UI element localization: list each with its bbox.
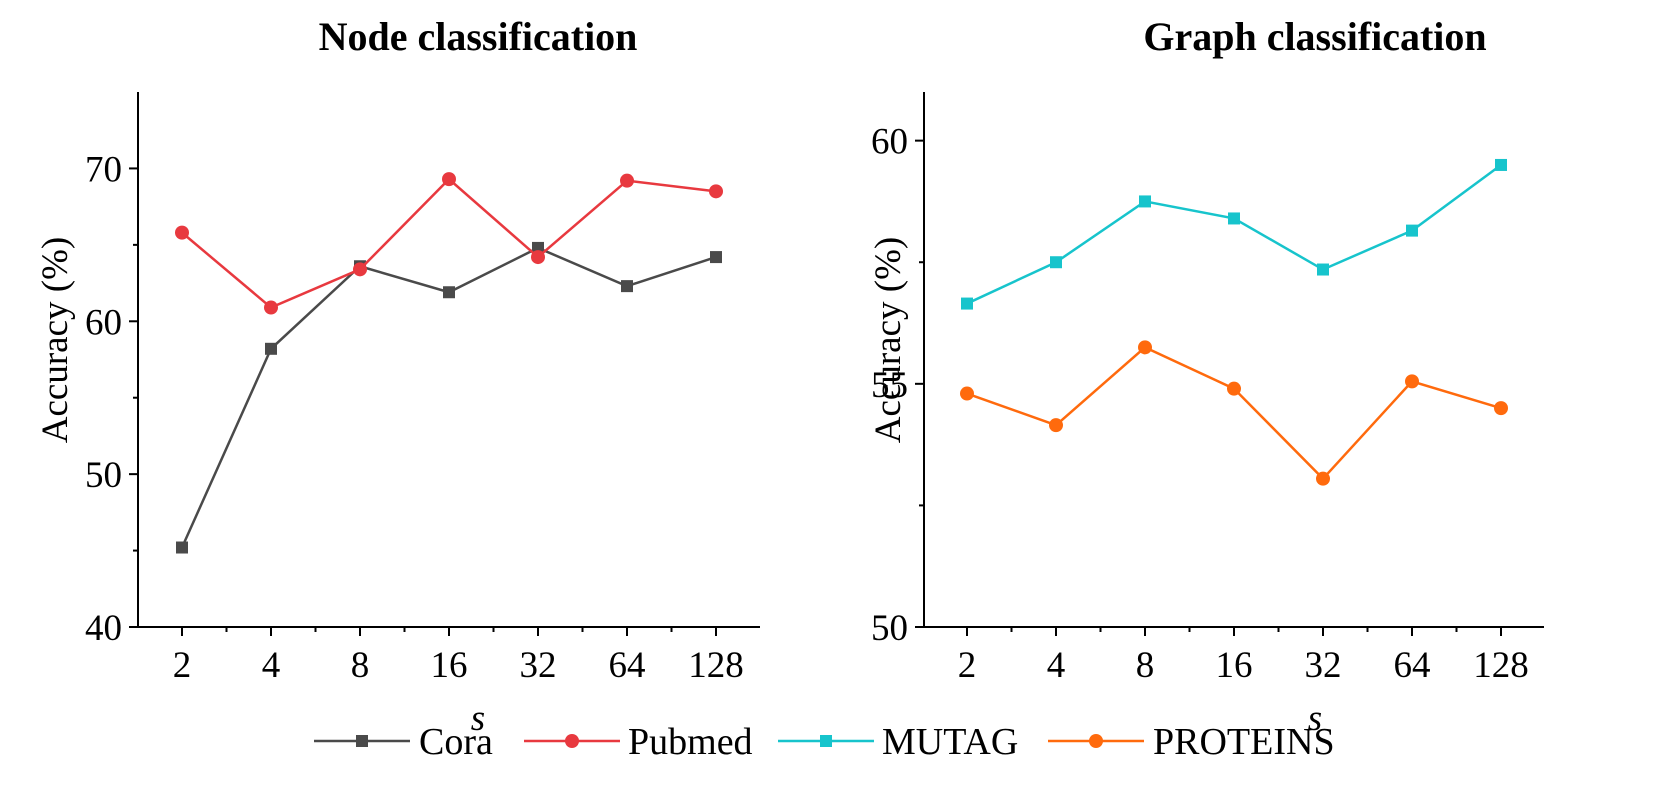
data-point-mutag-4	[1050, 256, 1062, 269]
data-point-cora-128	[710, 251, 722, 264]
x-tick-label-2: 2	[173, 645, 192, 686]
y-tick-label: 60	[85, 302, 122, 343]
legend-label: Cora	[419, 721, 493, 763]
y-tick-label: 60	[871, 122, 908, 163]
axes: 40 50 60 70 2 4 8 16 32 64 128	[85, 92, 760, 686]
x-tick-label-16: 16	[431, 645, 468, 686]
data-point-pubmed-128	[709, 184, 723, 199]
series-cora	[176, 241, 722, 554]
y-axis-label: Accuracy (%)	[35, 237, 76, 443]
chart-title: Node classification	[319, 14, 638, 59]
data-point-proteins-16	[1227, 381, 1241, 396]
data-point-mutag-8	[1139, 195, 1151, 208]
graph-classification-panel: Graph classification Accuracy (%) s 50 55…	[868, 14, 1544, 739]
axes: 50 55 60 2 4 8 16 32 64 128	[871, 92, 1544, 686]
series-mutag	[961, 158, 1507, 310]
x-tick-label-64: 64	[609, 645, 646, 686]
data-point-pubmed-4	[264, 300, 278, 315]
legend-item-mutag: MUTAG	[778, 721, 1018, 763]
x-tick-label-64: 64	[1394, 645, 1431, 686]
series-proteins	[960, 340, 1508, 486]
legend-marker	[356, 735, 368, 747]
x-tick-label-16: 16	[1216, 645, 1253, 686]
y-tick-label: 70	[85, 149, 122, 190]
x-tick-label-4: 4	[262, 645, 281, 686]
legend-marker	[820, 735, 832, 747]
data-point-cora-16	[443, 286, 455, 299]
series-layer	[960, 158, 1508, 486]
data-point-pubmed-8	[353, 262, 367, 277]
series-pubmed	[175, 172, 723, 315]
series-line-proteins	[966, 345, 1502, 481]
legend: Cora Pubmed MUTAG PROTEINS	[314, 721, 1335, 763]
chart-title: Graph classification	[1143, 14, 1486, 59]
legend-label: MUTAG	[882, 721, 1018, 763]
data-point-cora-2	[176, 541, 188, 554]
legend-marker	[565, 734, 579, 748]
x-axis-label: s	[471, 698, 485, 739]
x-tick-label-4: 4	[1047, 645, 1066, 686]
data-point-pubmed-32	[531, 250, 545, 265]
x-tick-label-2: 2	[958, 645, 977, 686]
data-point-mutag-32	[1317, 263, 1329, 276]
data-point-pubmed-16	[442, 172, 456, 187]
y-tick-label: 50	[871, 608, 908, 649]
data-point-mutag-2	[961, 297, 973, 310]
legend-marker	[1089, 734, 1103, 748]
data-point-proteins-4	[1049, 418, 1063, 433]
legend-label: Pubmed	[628, 721, 753, 763]
data-point-cora-4	[265, 342, 277, 355]
y-tick-label: 50	[85, 455, 122, 496]
data-point-pubmed-2	[175, 225, 189, 240]
series-line-mutag	[966, 163, 1502, 305]
legend-item-pubmed: Pubmed	[524, 721, 753, 763]
data-point-mutag-128	[1495, 158, 1507, 171]
x-tick-label-32: 32	[1305, 645, 1342, 686]
y-axis-label: Accuracy (%)	[868, 237, 909, 443]
legend-item-proteins: PROTEINS	[1048, 721, 1335, 763]
x-axis-label: s	[1308, 698, 1322, 739]
data-point-cora-64	[621, 280, 633, 293]
y-tick-label: 40	[85, 608, 122, 649]
x-tick-label-128: 128	[1473, 645, 1529, 686]
data-point-proteins-2	[960, 386, 974, 401]
data-point-proteins-128	[1494, 401, 1508, 416]
legend-item-cora: Cora	[314, 721, 493, 763]
data-point-mutag-64	[1406, 224, 1418, 237]
data-point-proteins-32	[1316, 471, 1330, 486]
data-point-mutag-16	[1228, 212, 1240, 225]
x-tick-label-8: 8	[351, 645, 370, 686]
x-tick-label-32: 32	[520, 645, 557, 686]
x-tick-label-8: 8	[1136, 645, 1155, 686]
legend-label: PROTEINS	[1153, 721, 1335, 763]
data-point-proteins-8	[1138, 340, 1152, 355]
x-tick-label-128: 128	[688, 645, 744, 686]
data-point-proteins-64	[1405, 374, 1419, 389]
node-classification-panel: Node classification Accuracy (%) s 40 50 6…	[35, 14, 760, 739]
series-layer	[175, 172, 723, 554]
y-tick-label: 55	[871, 365, 908, 406]
data-point-pubmed-64	[620, 173, 634, 188]
